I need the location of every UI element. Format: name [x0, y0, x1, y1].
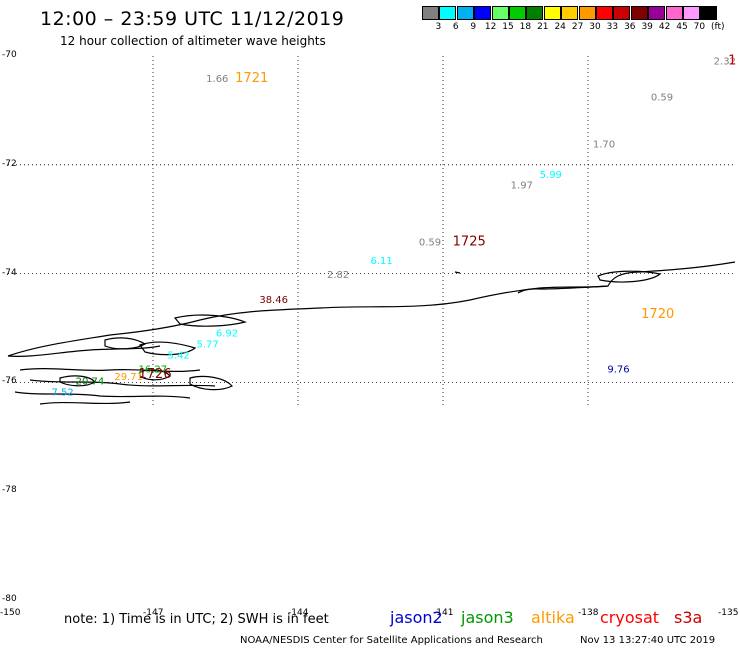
x-tick-label: -144 [288, 608, 309, 618]
wave-height-value: 0.59 [419, 237, 441, 248]
x-tick-label: -150 [0, 608, 21, 618]
wave-height-value: 1.70 [593, 139, 615, 150]
legend-label: 9 [470, 22, 477, 32]
pass-time-label: 1721 [235, 71, 268, 86]
wave-height-value: 5.77 [197, 340, 219, 351]
wave-height-value: 7.52 [52, 387, 74, 398]
legend-swatch [630, 6, 648, 20]
legend-label: 27 [571, 22, 584, 32]
x-tick-label: -141 [433, 608, 454, 618]
note-text: note: 1) Time is in UTC; 2) SWH is in fe… [64, 612, 329, 627]
legend-swatch [665, 6, 683, 20]
wave-height-value: 2.82 [327, 270, 349, 281]
wave-height-value: 16.27 [139, 365, 168, 376]
pass-time-label: 1725 [453, 234, 486, 249]
page-title: 12:00 – 23:59 UTC 11/12/2019 [40, 8, 345, 30]
legend-swatch [491, 6, 509, 20]
wave-height-points: 1.66 2.32 0.59 1.70 5.99 1.97 0.59 6.11 2.82 38.4… [52, 54, 737, 399]
wave-height-value: 6.11 [371, 256, 393, 267]
legend-swatch [648, 6, 666, 20]
legend-swatch [700, 6, 718, 20]
legend-label: 3 [435, 22, 442, 32]
satellite-altika: altika [531, 608, 575, 627]
footer-timestamp: Nov 13 13:27:40 UTC 2019 [580, 635, 716, 646]
y-tick-label: -74 [2, 267, 17, 278]
legend-label: 39 [641, 22, 653, 32]
legend-label: 24 [554, 22, 566, 32]
pass-time-label: 1720 [641, 307, 674, 322]
map-gridlines [8, 56, 733, 408]
legend-swatch [683, 6, 700, 20]
legend-swatch [474, 6, 492, 20]
wave-height-value: 20.74 [76, 377, 105, 388]
wave-height-value: 5.99 [540, 170, 562, 181]
legend-label: 70 [693, 22, 706, 32]
wave-height-value: 2.32 [714, 57, 736, 68]
y-tick-label: -78 [2, 485, 17, 496]
legend-label: 33 [606, 22, 619, 32]
legend-label: 18 [519, 22, 532, 32]
x-tick-label: -138 [578, 608, 599, 618]
wave-height-value: 1.97 [511, 181, 533, 192]
legend-label: 30 [589, 22, 601, 32]
legend-swatch [439, 6, 457, 20]
satellite-jason2: jason2 [390, 608, 443, 627]
coastline [7, 261, 736, 405]
legend-swatch [509, 6, 526, 20]
x-tick-label: -135 [718, 608, 739, 618]
wave-height-value: 38.46 [259, 295, 288, 306]
footer-credit: NOAA/NESDIS Center for Satellite Applica… [240, 635, 543, 646]
legend-swatch [543, 6, 561, 20]
page-subtitle: 12 hour collection of altimeter wave hei… [60, 34, 326, 48]
legend-label: 15 [502, 22, 514, 32]
satellite-cryosat: cryosat [600, 608, 660, 627]
legend-swatch [613, 6, 631, 20]
legend-swatch [561, 6, 579, 20]
legend-swatch [596, 6, 613, 20]
legend-swatch [578, 6, 596, 20]
wave-height-value: 9.76 [607, 365, 629, 376]
legend-swatch [526, 6, 544, 20]
wave-height-value: 0.59 [651, 93, 673, 104]
satellite-s3a: s3a [674, 608, 703, 627]
wave-height-value: 29.71 [114, 372, 143, 383]
legend-label: 36 [624, 22, 636, 32]
legend-label: 6 [452, 22, 459, 32]
legend-unit: (ft) [711, 22, 725, 32]
legend-swatch [422, 6, 439, 20]
y-tick-label: -72 [2, 158, 17, 169]
legend-label: 12 [484, 22, 497, 32]
y-tick-label: -80 [2, 594, 17, 604]
wave-height-value: 1.66 [206, 74, 228, 85]
wave-height-value: 6.92 [216, 329, 238, 340]
y-tick-label: -76 [2, 376, 17, 387]
satellite-jason3: jason3 [461, 608, 514, 627]
legend-label: 42 [658, 22, 671, 32]
pass-time-label: 1 [728, 54, 736, 69]
x-tick-label: -147 [143, 608, 164, 618]
legend-swatch [456, 6, 474, 20]
wave-height-value: 5.42 [168, 350, 190, 361]
legend-label: 45 [676, 22, 688, 32]
y-tick-label: -70 [2, 50, 17, 60]
legend-label: 21 [537, 22, 549, 32]
pass-time-label: 1726 [139, 367, 172, 382]
